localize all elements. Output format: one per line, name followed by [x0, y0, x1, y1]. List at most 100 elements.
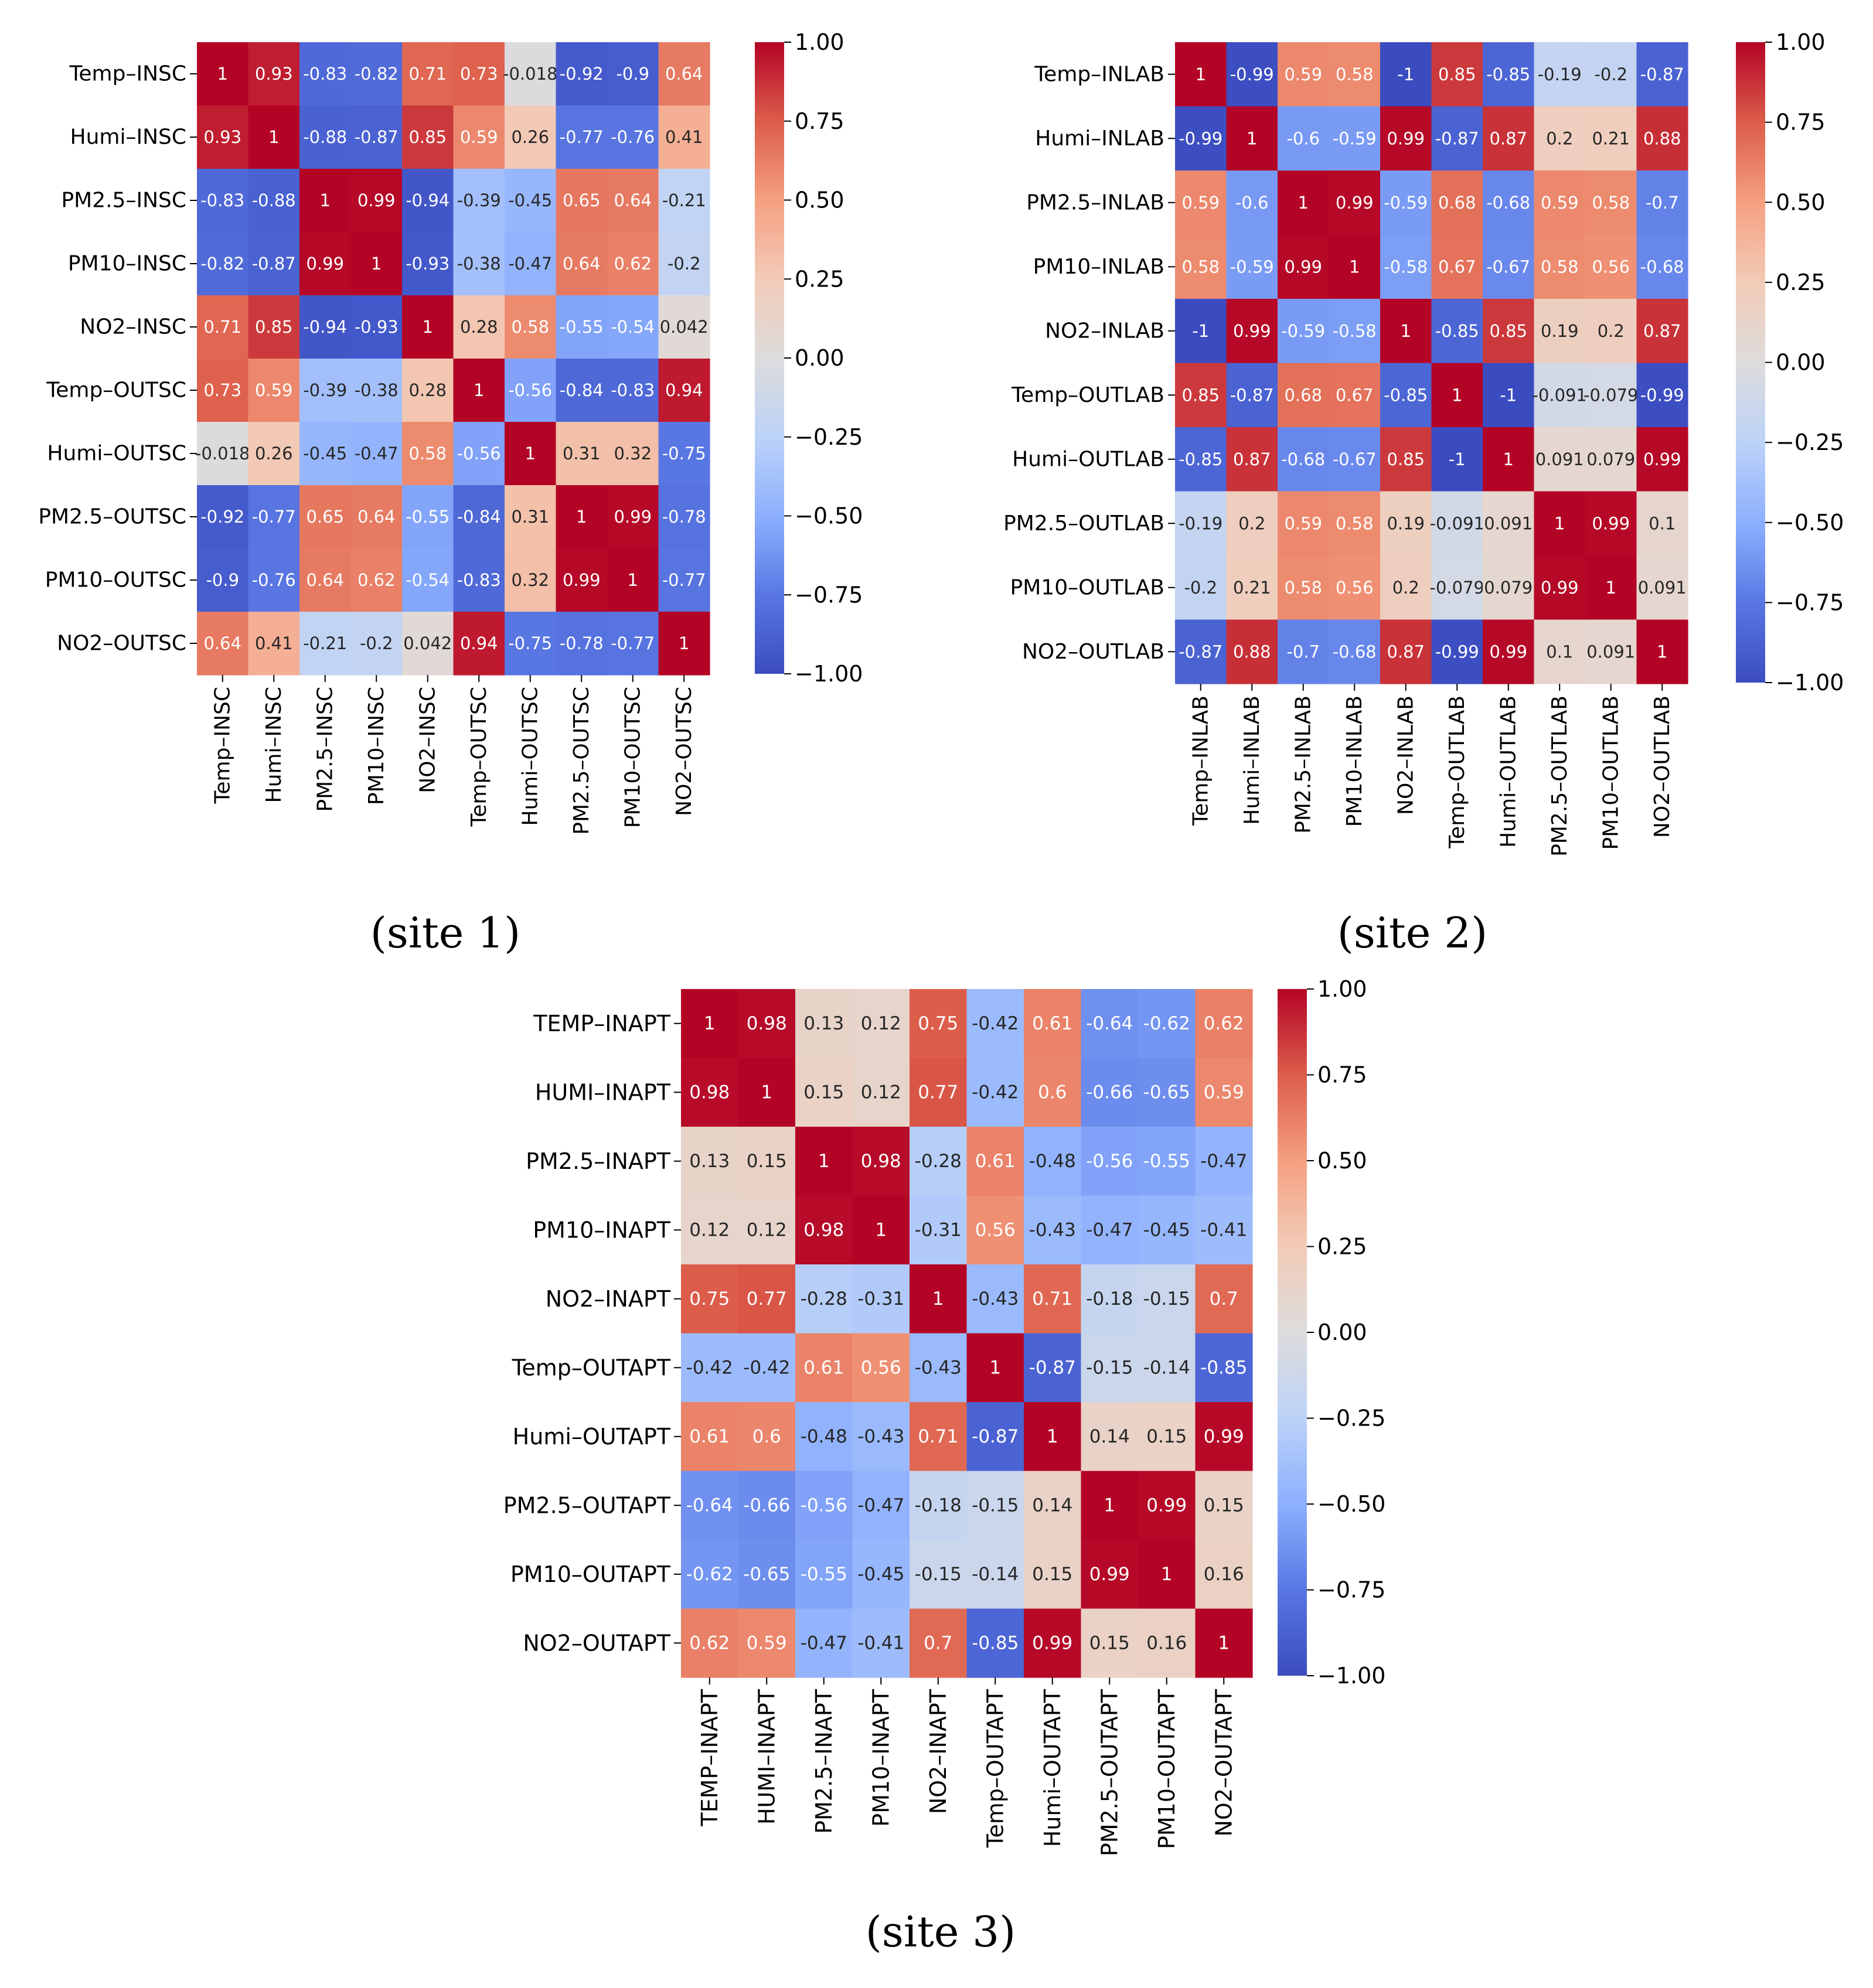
heatmap-cell	[1483, 234, 1535, 299]
heatmap-cell	[910, 1264, 968, 1334]
cell-value-label: 0.58	[511, 317, 549, 337]
cell-value-label: -0.56	[457, 444, 501, 463]
cell-value-label: 0.73	[460, 64, 498, 84]
cell-value-label: -0.091	[1533, 385, 1588, 405]
cell-value-label: -0.45	[303, 444, 347, 463]
heatmap-cell	[1380, 619, 1432, 684]
y-tick-label: Temp–INLAB	[1034, 62, 1164, 86]
heatmap-cell	[299, 548, 352, 612]
heatmap-cell	[248, 485, 300, 549]
cell-value-label: 1	[1401, 321, 1411, 341]
cell-value-label: -0.59	[1384, 193, 1428, 213]
x-tick-label: PM2.5–INLAB	[1291, 695, 1315, 834]
colorbar-tick-label: −0.75	[1776, 589, 1844, 615]
caption-site-1: (site 1)	[370, 908, 521, 957]
heatmap-cell	[852, 1264, 910, 1334]
cell-value-label: 0.59	[460, 127, 498, 147]
heatmap-cell	[1226, 491, 1278, 556]
heatmap-cell	[1278, 171, 1330, 236]
cell-value-label: -0.42	[743, 1357, 790, 1378]
cell-value-label: -0.58	[1384, 257, 1428, 277]
heatmap-cell	[1138, 1333, 1196, 1403]
cell-value-label: 0.1	[1546, 642, 1573, 661]
heatmap-cell	[1226, 427, 1278, 492]
cell-value-label: 0.13	[689, 1151, 730, 1172]
heatmap-site-3: 1 0.98 0.13 0.12 0.75 -0.42 0.61 -0.64 -0.62 0.62…	[503, 976, 1386, 1856]
cell-value-label: 0.13	[803, 1013, 844, 1034]
heatmap-cell	[852, 1127, 910, 1196]
heatmap-cell	[556, 485, 608, 549]
cell-value-label: -0.94	[303, 317, 347, 337]
heatmap-cell	[1431, 106, 1483, 171]
heatmap-cell	[248, 42, 300, 106]
cell-value-label: 0.079	[1484, 578, 1533, 598]
cell-value-label: 1	[989, 1357, 1001, 1378]
heatmap-cell	[607, 548, 659, 612]
y-tick-label: PM2.5–INLAB	[1026, 190, 1164, 214]
heatmap-cell	[1585, 491, 1637, 556]
cell-value-label: 0.042	[660, 317, 709, 337]
heatmap-cell	[658, 169, 710, 233]
heatmap-cell	[299, 295, 352, 359]
heatmap-cell	[1431, 42, 1483, 107]
y-tick-label: PM2.5–INSC	[61, 189, 186, 213]
x-tick-label: NO2–INAPT	[925, 1689, 951, 1814]
cell-value-label: 0.56	[1592, 257, 1630, 277]
cell-value-label: 0.15	[747, 1151, 787, 1172]
heatmap-cell	[1380, 427, 1432, 492]
heatmap-cell	[1380, 171, 1432, 236]
colorbar-tick-label: −0.25	[1776, 429, 1844, 455]
cell-value-label: 0.15	[1089, 1632, 1130, 1653]
heatmap-cell	[1380, 234, 1432, 299]
x-tick-label: PM10–INAPT	[868, 1689, 894, 1827]
heatmap-cell	[1380, 555, 1432, 620]
cell-value-label: 0.85	[1489, 321, 1527, 341]
colorbar-tick-label: −1.00	[795, 661, 863, 687]
heatmap-cell	[910, 1195, 968, 1265]
cell-value-label: 0.042	[403, 633, 452, 653]
y-tick-label: Humi–OUTSC	[47, 442, 186, 466]
heatmap-cell	[1534, 234, 1586, 299]
heatmap-cell	[350, 295, 403, 359]
cell-value-label: 0.58	[1284, 578, 1322, 598]
cell-value-label: 0.99	[306, 254, 344, 274]
heatmap-cell	[681, 989, 739, 1059]
cell-value-label: 0.87	[1233, 449, 1271, 469]
cell-value-label: -0.76	[611, 127, 655, 147]
cell-value-label: 0.12	[747, 1219, 787, 1240]
cell-value-label: 0.75	[689, 1288, 730, 1310]
cell-value-label: 0.58	[1336, 513, 1374, 533]
cell-value-label: 0.99	[614, 507, 652, 527]
cell-value-label: 0.15	[1204, 1495, 1244, 1516]
colorbar-tick-label: −0.50	[795, 503, 863, 529]
heatmap-cell	[607, 359, 659, 422]
cell-value-label: 0.59	[1284, 513, 1322, 533]
heatmap-cell	[1175, 555, 1227, 620]
x-tick-label: PM2.5–INAPT	[811, 1689, 837, 1834]
heatmap-cell	[1278, 363, 1330, 428]
heatmap-cell	[1431, 491, 1483, 556]
cell-value-label: 0.61	[689, 1426, 730, 1447]
cell-value-label: 1	[1161, 1564, 1173, 1585]
cell-value-label: 0.99	[1204, 1426, 1244, 1447]
cell-value-label: -0.92	[560, 64, 604, 84]
cell-value-label: 0.12	[861, 1013, 901, 1034]
cell-value-label: 0.85	[1438, 64, 1476, 84]
heatmap-cell	[966, 989, 1024, 1059]
heatmap-cell	[1636, 555, 1688, 620]
cell-value-label: 0.56	[1336, 578, 1374, 598]
cell-value-label: 0.99	[1489, 642, 1527, 661]
heatmap-cell	[910, 1333, 968, 1403]
heatmap-cell	[248, 359, 300, 422]
x-tick-label: PM2.5–OUTSC	[570, 687, 594, 835]
heatmap-cell	[197, 359, 249, 422]
heatmap-cell	[556, 548, 608, 612]
heatmap-cell	[607, 485, 659, 549]
cell-value-label: -0.85	[1384, 385, 1428, 405]
heatmap-cell	[197, 548, 249, 612]
cell-value-label: -0.47	[1086, 1219, 1133, 1240]
x-tick-label: NO2–INSC	[416, 687, 440, 793]
heatmap-cell	[1175, 42, 1227, 107]
x-tick-label: PM10–OUTSC	[621, 687, 645, 828]
heatmap-cell	[607, 42, 659, 106]
